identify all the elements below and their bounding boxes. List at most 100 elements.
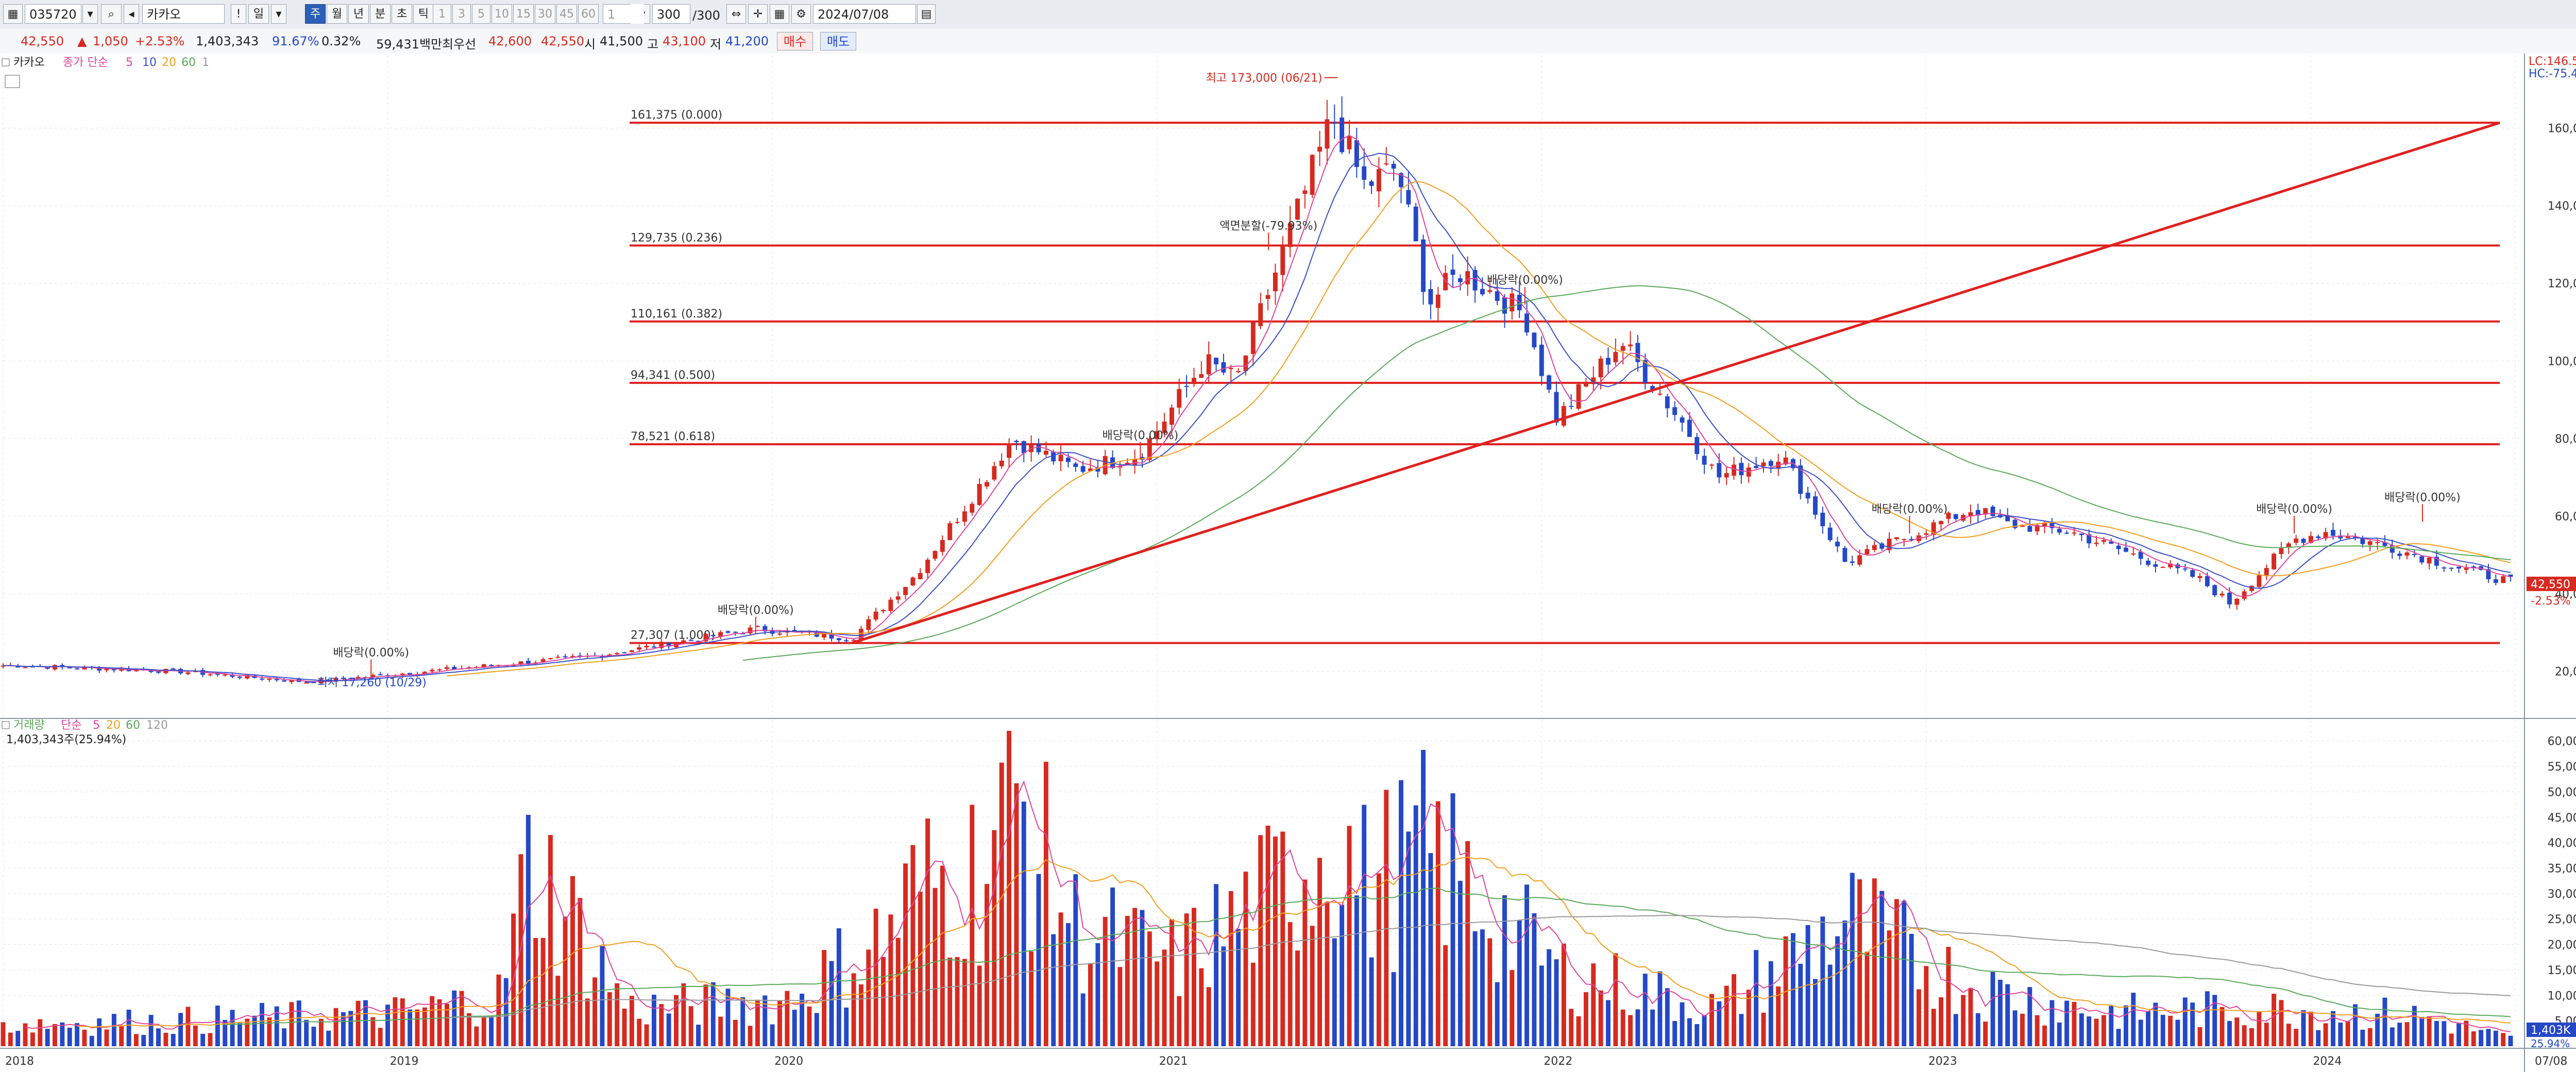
volume-bar [1842,920,1848,1046]
volume-bar [1036,874,1041,1046]
volume-bar [430,996,435,1046]
last-change-tag: -2.53% [2531,595,2571,608]
multiplier-custom-input[interactable]: 1 [603,4,634,24]
tab-년[interactable]: 년 [348,4,369,24]
volume-bar [260,1003,264,1046]
volume-bar [681,983,686,1046]
candle-body [881,610,886,612]
stock-code-input[interactable]: 035720 [25,4,81,24]
multiplier-30[interactable]: 30 [535,4,555,24]
stock-chart[interactable]: 161,375 (0.000) 129,735 (0.236) 110,161 (0… [0,54,2576,1072]
multiplier-60[interactable]: 60 [578,4,599,24]
volume-bar [1325,901,1330,1046]
corner-label-hc: HC:-75.40 [2529,68,2576,80]
volume-bar [1184,913,1189,1046]
price-pane-toggle-icon[interactable] [2,58,10,66]
candle-body [2389,545,2395,553]
zoom-icon[interactable]: ⇔ [726,4,746,24]
volume-bar [836,928,841,1046]
candle-body [2138,551,2143,559]
volume-bar [644,1024,649,1046]
time-tick-label: 2022 [1544,1055,1572,1068]
tab-일[interactable]: 일 [248,4,269,24]
sell-button[interactable]: 매도 [820,32,856,51]
candle-body [1487,290,1493,292]
calendar-icon[interactable]: ▤ [917,4,936,24]
volume-bar [1080,993,1086,1046]
best-ask: 42,600 [488,34,532,48]
candle-body [1576,384,1581,409]
period-menu-icon[interactable]: ▾ [271,4,286,24]
prev-icon[interactable]: ◂ [124,4,139,24]
volume-bar [1746,990,1751,1046]
moving-average-line [447,181,2511,677]
candle-body [1620,346,1625,351]
candle-body [2279,548,2284,554]
candle-body [822,633,827,638]
candle-body [933,551,938,559]
menu-icon[interactable]: ▦ [3,4,23,24]
count-input[interactable]: 300 [652,4,690,24]
search-icon[interactable]: ⌕ [101,4,122,24]
buy-button[interactable]: 매수 [777,32,813,51]
price-tick-label: 120,000 [2548,278,2576,291]
multiplier-1[interactable]: 1 [433,4,451,24]
candle-body [651,646,656,648]
candle-body [2397,554,2402,556]
count-value: 300 [657,7,681,22]
multiplier-5[interactable]: 5 [472,4,490,24]
tab-초[interactable]: 초 [392,4,412,24]
volume-bar [193,1025,198,1046]
grid-icon[interactable]: ▦ [770,4,789,24]
candle-body [2212,585,2217,596]
candle-body [1177,389,1182,408]
candle-body [526,661,531,664]
tab-분[interactable]: 분 [370,4,391,24]
volume-bar [1051,934,1056,1046]
volume-tick-label: 55,000K [2548,761,2576,774]
candle-body [1362,166,1367,180]
date-input[interactable]: 2024/07/08 [813,4,916,24]
tab-틱[interactable]: 틱 [413,4,434,24]
volume-bar [289,1002,294,1046]
stock-name-field[interactable]: 카카오 [142,4,225,24]
current-price: 42,550 [21,34,64,48]
candle-body [977,484,982,505]
candle-body [1924,533,1929,535]
volume-bar [792,1010,797,1046]
multiplier-45[interactable]: 45 [556,4,577,24]
volume-bar [903,863,908,1046]
volume-bar [881,957,886,1046]
multiplier-3[interactable]: 3 [452,4,471,24]
multiplier-15[interactable]: 15 [513,4,534,24]
candle-body [2219,593,2225,596]
gear-icon[interactable]: ⚙ [791,4,811,24]
candle-body [1694,437,1700,454]
volume-bar [2094,1018,2099,1046]
alert-icon[interactable]: ! [231,4,246,24]
crosshair-icon[interactable]: ✛ [748,4,768,24]
code-dropdown-icon[interactable]: ▾ [82,4,98,24]
candle-body [1953,514,1958,520]
volume-bar [1317,858,1323,1046]
fib-level-label: 161,375 (0.000) [631,109,722,122]
table-icon[interactable] [5,75,20,88]
candle-body [1273,272,1278,292]
candle-body [1221,362,1226,373]
candle-body [1510,293,1515,312]
candle-body [2197,576,2202,578]
candle-body [2272,554,2277,569]
price-change-pct: +2.53% [135,34,185,48]
candle-body [1561,406,1566,426]
candle-body [1088,468,1093,471]
multiplier-10[interactable]: 10 [492,4,512,24]
volume-bar [1946,947,1951,1046]
tab-월[interactable]: 월 [327,4,347,24]
volume-pane-toggle-icon[interactable] [2,721,10,729]
volume-bar [1132,908,1138,1046]
candle-body [1872,545,1877,550]
tab-주[interactable]: 주 [305,4,326,24]
candle-body [748,627,753,633]
candle-body [1598,358,1603,378]
volume-bar [23,1023,28,1046]
